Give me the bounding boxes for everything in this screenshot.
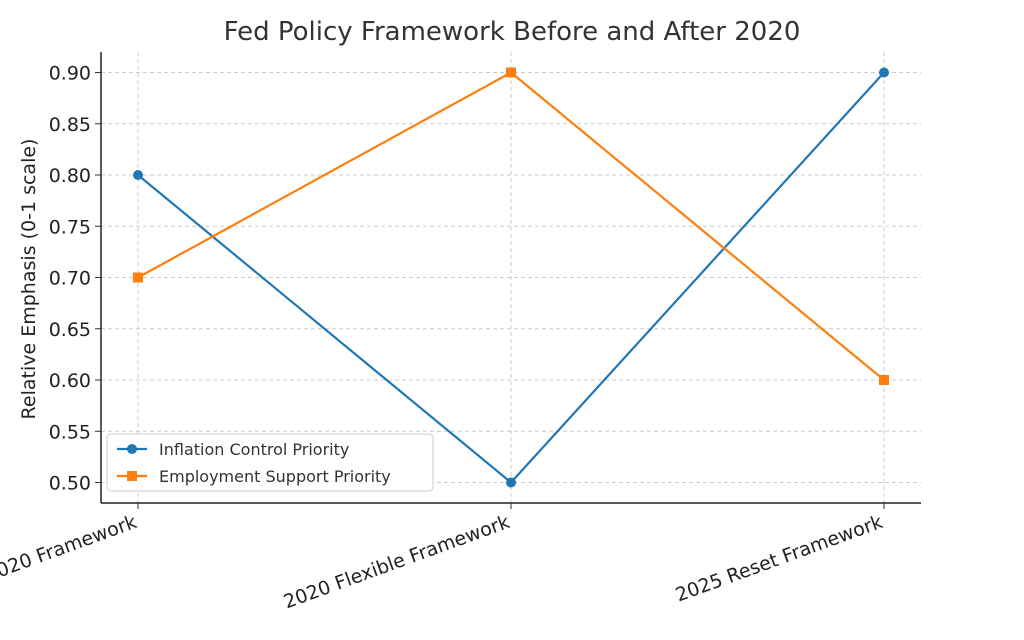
y-tick-labels: 0.50 0.55 0.60 0.65 0.70 0.75 0.80 0.85 0.90: [49, 63, 91, 495]
x-tick-label: 2020 Flexible Framework: [281, 511, 513, 613]
data-point-marker: [506, 477, 516, 488]
y-tick-label: 0.80: [49, 165, 91, 187]
x-tick-label: Pre-2020 Framework: [0, 511, 140, 599]
y-tick-label: 0.75: [49, 216, 91, 238]
y-tick-label: 0.85: [49, 114, 91, 136]
y-tick-label: 0.55: [49, 421, 91, 443]
legend-label-1: Inflation Control Priority: [159, 440, 349, 459]
y-axis-label: Relative Emphasis (0-1 scale): [18, 139, 40, 420]
axes: [95, 52, 921, 509]
data-point-marker: [133, 170, 143, 180]
y-tick-label: 0.70: [49, 268, 91, 290]
legend-marker-square: [127, 471, 137, 481]
legend-box: [106, 433, 434, 492]
series-group: [133, 67, 889, 488]
data-point-marker: [879, 375, 889, 385]
data-point-marker: [133, 272, 143, 283]
y-tick-label: 0.90: [49, 63, 91, 85]
chart-title: Fed Policy Framework Before and After 20…: [224, 17, 801, 47]
y-tick-label: 0.65: [49, 319, 91, 341]
legend-label-2: Employment Support Priority: [159, 467, 391, 486]
data-point-marker: [879, 67, 889, 78]
y-tick-label: 0.50: [49, 473, 91, 495]
data-point-marker: [506, 67, 516, 78]
x-tick-label: 2025 Reset Framework: [673, 511, 886, 606]
y-tick-label: 0.60: [49, 370, 91, 392]
legend-marker-circle: [127, 444, 137, 454]
legend: Inflation Control Priority Employment Sup…: [106, 433, 434, 492]
x-tick-labels: Pre-2020 Framework 2020 Flexible Framewor…: [0, 511, 886, 613]
